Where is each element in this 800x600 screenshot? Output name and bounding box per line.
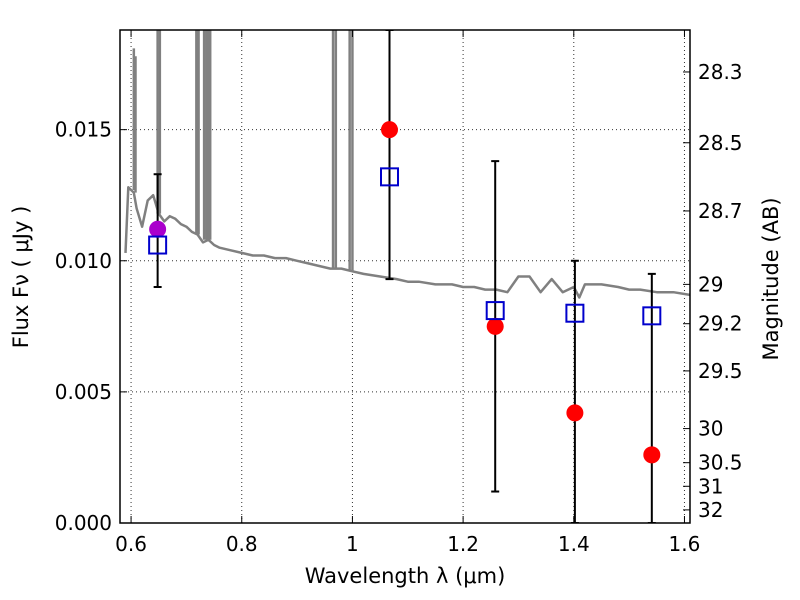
x-tick-label: 0.6 — [115, 532, 147, 556]
y2-tick-label: 28.7 — [698, 199, 743, 223]
y-tick-label: 0.005 — [55, 380, 112, 404]
data-point-circle — [643, 446, 661, 464]
y-tick-label: 0.015 — [55, 118, 112, 142]
y2-tick-label: 29.2 — [698, 312, 743, 336]
x-axis-ticks: 0.6 0.8 1 1.2 1.4 1.6 — [115, 30, 700, 556]
y-axis-ticks: 0.000 0.005 0.010 0.015 — [55, 118, 127, 535]
model-point-square — [148, 235, 168, 255]
y2-tick-label: 29.5 — [698, 359, 743, 383]
x-tick-label: 1 — [346, 532, 359, 556]
data-markers — [148, 121, 662, 464]
y-tick-label: 0.000 — [55, 511, 112, 535]
y2-tick-label: 29 — [698, 272, 723, 296]
x-tick-label: 1.4 — [558, 532, 590, 556]
y2-tick-label: 28.5 — [698, 131, 743, 155]
y2-tick-label: 30 — [698, 417, 723, 441]
model-point-square — [380, 167, 400, 187]
y2-tick-label: 32 — [698, 498, 723, 522]
y2-tick-label: 28.3 — [698, 60, 743, 84]
model-spectrum-line — [124, 186, 690, 299]
model-spectrum — [124, 30, 690, 299]
y2-tick-label: 30.5 — [698, 451, 743, 475]
x-tick-label: 0.8 — [226, 532, 258, 556]
model-point-square — [642, 306, 662, 326]
data-point-circle — [566, 404, 584, 422]
data-point-circle — [381, 121, 399, 139]
model-point-square — [485, 301, 505, 321]
x-tick-label: 1.6 — [669, 532, 701, 556]
data-point-circle — [149, 220, 167, 238]
y2-axis-label: Magnitude (AB) — [759, 197, 783, 360]
data-point-circle — [486, 317, 504, 335]
plot-frame — [119, 29, 691, 524]
model-point-square — [565, 303, 585, 323]
y2-tick-label: 31 — [698, 474, 723, 498]
y-tick-label: 0.010 — [55, 249, 112, 273]
y-axis-label: Flux Fν ( μJy ) — [9, 206, 33, 349]
x-tick-label: 1.2 — [447, 532, 479, 556]
plot-area — [124, 30, 690, 523]
x-axis-label: Wavelength λ (μm) — [305, 564, 506, 588]
